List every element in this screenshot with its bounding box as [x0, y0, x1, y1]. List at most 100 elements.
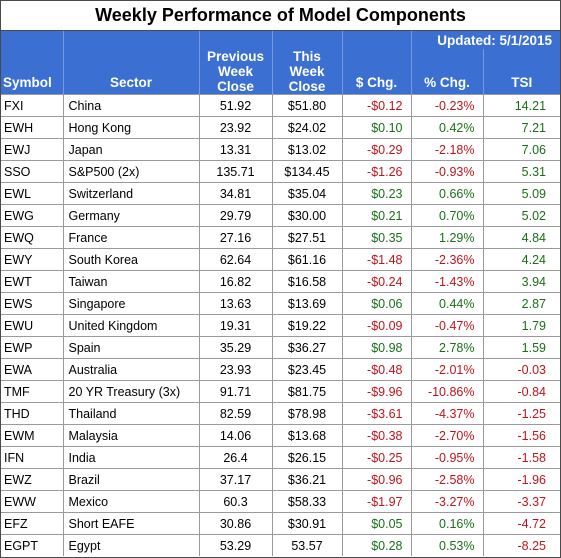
- cell-tsi: 7.06: [483, 138, 561, 161]
- cell-tsi: -1.96: [483, 468, 561, 491]
- cell-this-close: $13.68: [272, 424, 343, 447]
- cell-sector: South Korea: [63, 248, 200, 271]
- cell-prev-close: 53.29: [199, 534, 273, 556]
- cell-symbol: IFN: [1, 446, 64, 469]
- cell-symbol: EWJ: [1, 138, 64, 161]
- cell-this-close: $24.02: [272, 116, 343, 139]
- cell-this-close: $35.04: [272, 182, 343, 205]
- column-header-dollar-chg: $ Chg.: [342, 49, 412, 95]
- cell-prev-close: 34.81: [199, 182, 273, 205]
- cell-symbol: EWH: [1, 116, 64, 139]
- table-row: EWH Hong Kong 23.92 $24.02 $0.10 0.42% 7.21: [1, 116, 561, 139]
- table-row: EWP Spain 35.29 $36.27 $0.98 2.78% 1.59: [1, 336, 561, 359]
- table-row: EWY South Korea 62.64 $61.16 -$1.48 -2.36% 4.2…: [1, 248, 561, 271]
- table-row: EWG Germany 29.79 $30.00 $0.21 0.70% 5.02: [1, 204, 561, 227]
- table-row: THD Thailand 82.59 $78.98 -$3.61 -4.37% -1.25: [1, 402, 561, 425]
- cell-dollar-chg: $0.28: [342, 534, 412, 556]
- cell-this-close: $36.27: [272, 336, 343, 359]
- cell-sector: Switzerland: [63, 182, 200, 205]
- cell-tsi: -1.56: [483, 424, 561, 447]
- cell-dollar-chg: -$0.48: [342, 358, 412, 381]
- column-header-prev-close: Previous Week Close: [199, 31, 273, 95]
- cell-prev-close: 14.06: [199, 424, 273, 447]
- cell-sector: France: [63, 226, 200, 249]
- cell-prev-close: 27.16: [199, 226, 273, 249]
- cell-tsi: -3.37: [483, 490, 561, 513]
- cell-tsi: 1.79: [483, 314, 561, 337]
- cell-symbol: EWU: [1, 314, 64, 337]
- cell-pct-chg: -2.01%: [411, 358, 484, 381]
- column-header-this-close: This Week Close: [272, 31, 343, 95]
- cell-tsi: 14.21: [483, 94, 561, 117]
- cell-tsi: 4.24: [483, 248, 561, 271]
- table-row: EWJ Japan 13.31 $13.02 -$0.29 -2.18% 7.06: [1, 138, 561, 161]
- cell-sector: United Kingdom: [63, 314, 200, 337]
- cell-this-close: $16.58: [272, 270, 343, 293]
- cell-pct-chg: 2.78%: [411, 336, 484, 359]
- table-row: EWZ Brazil 37.17 $36.21 -$0.96 -2.58% -1.96: [1, 468, 561, 491]
- cell-symbol: EWP: [1, 336, 64, 359]
- cell-this-close: $30.00: [272, 204, 343, 227]
- cell-symbol: EWT: [1, 270, 64, 293]
- table-row: EFZ Short EAFE 30.86 $30.91 $0.05 0.16% -4.72: [1, 512, 561, 535]
- cell-dollar-chg: -$1.97: [342, 490, 412, 513]
- column-header-sector: Sector: [63, 49, 200, 95]
- cell-prev-close: 37.17: [199, 468, 273, 491]
- cell-symbol: EGPT: [1, 534, 64, 556]
- cell-this-close: $26.15: [272, 446, 343, 469]
- cell-prev-close: 135.71: [199, 160, 273, 183]
- table-row: TMF 20 YR Treasury (3x) 91.71 $81.75 -$9.96-…: [1, 380, 561, 403]
- cell-this-close: $27.51: [272, 226, 343, 249]
- cell-prev-close: 26.4: [199, 446, 273, 469]
- cell-this-close: $134.45: [272, 160, 343, 183]
- cell-sector: Brazil: [63, 468, 200, 491]
- cell-tsi: 2.87: [483, 292, 561, 315]
- cell-dollar-chg: -$1.48: [342, 248, 412, 271]
- cell-symbol: EWS: [1, 292, 64, 315]
- cell-sector: Mexico: [63, 490, 200, 513]
- cell-dollar-chg: -$0.29: [342, 138, 412, 161]
- cell-sector: Thailand: [63, 402, 200, 425]
- cell-this-close: $61.16: [272, 248, 343, 271]
- cell-sector: Spain: [63, 336, 200, 359]
- cell-pct-chg: 0.16%: [411, 512, 484, 535]
- cell-this-close: $19.22: [272, 314, 343, 337]
- cell-this-close: $36.21: [272, 468, 343, 491]
- cell-pct-chg: -2.70%: [411, 424, 484, 447]
- table-row: EWQ France 27.16 $27.51 $0.35 1.29% 4.84: [1, 226, 561, 249]
- page-title: Weekly Performance of Model Components: [1, 1, 560, 31]
- cell-sector: Hong Kong: [63, 116, 200, 139]
- cell-dollar-chg: -$0.09: [342, 314, 412, 337]
- table-row: EWS Singapore 13.63 $13.69 $0.06 0.44% 2.87: [1, 292, 561, 315]
- cell-pct-chg: -1.43%: [411, 270, 484, 293]
- table-row: EWA Australia 23.93 $23.45 -$0.48 -2.01% -0.03: [1, 358, 561, 381]
- cell-pct-chg: -10.86%: [411, 380, 484, 403]
- performance-table: Previous Week Close This Week Close Upda…: [1, 31, 561, 556]
- cell-prev-close: 19.31: [199, 314, 273, 337]
- cell-sector: China: [63, 94, 200, 117]
- cell-this-close: $51.80: [272, 94, 343, 117]
- cell-prev-close: 23.92: [199, 116, 273, 139]
- cell-tsi: -4.72: [483, 512, 561, 535]
- cell-dollar-chg: $0.21: [342, 204, 412, 227]
- cell-this-close: $58.33: [272, 490, 343, 513]
- table-row: EWT Taiwan 16.82 $16.58 -$0.24 -1.43% 3.94: [1, 270, 561, 293]
- cell-tsi: 7.21: [483, 116, 561, 139]
- cell-symbol: EWG: [1, 204, 64, 227]
- cell-dollar-chg: -$0.25: [342, 446, 412, 469]
- cell-this-close: $13.02: [272, 138, 343, 161]
- cell-prev-close: 29.79: [199, 204, 273, 227]
- table-header: Previous Week Close This Week Close Upda…: [1, 31, 561, 95]
- table-row: EWW Mexico 60.3 $58.33 -$1.97 -3.27% -3.37: [1, 490, 561, 513]
- header-spacer: [63, 31, 200, 49]
- cell-tsi: 5.31: [483, 160, 561, 183]
- cell-prev-close: 62.64: [199, 248, 273, 271]
- cell-dollar-chg: -$9.96: [342, 380, 412, 403]
- cell-dollar-chg: $0.23: [342, 182, 412, 205]
- table-row: SSO S&P500 (2x) 135.71 $134.45 -$1.26 -0.93% 5…: [1, 160, 561, 183]
- cell-tsi: 5.09: [483, 182, 561, 205]
- cell-sector: India: [63, 446, 200, 469]
- cell-sector: Singapore: [63, 292, 200, 315]
- cell-dollar-chg: $0.35: [342, 226, 412, 249]
- cell-prev-close: 13.63: [199, 292, 273, 315]
